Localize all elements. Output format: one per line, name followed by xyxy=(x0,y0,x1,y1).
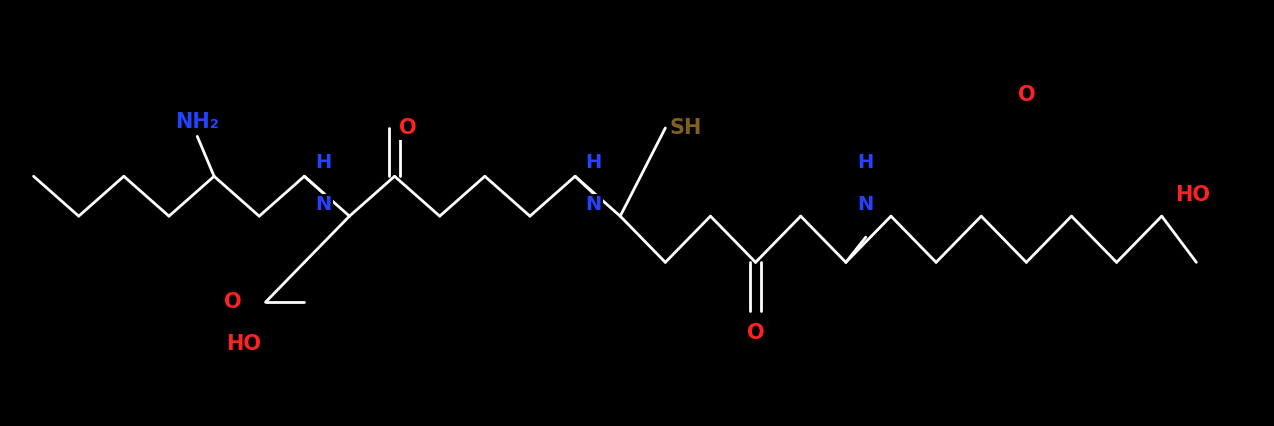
Text: SH: SH xyxy=(670,118,702,138)
Text: N: N xyxy=(315,195,331,214)
Text: O: O xyxy=(1018,85,1036,105)
Text: N: N xyxy=(585,195,601,214)
Text: NH₂: NH₂ xyxy=(176,112,219,132)
Text: O: O xyxy=(224,292,241,312)
Text: O: O xyxy=(399,118,417,138)
Text: N: N xyxy=(857,195,874,214)
Text: HO: HO xyxy=(1176,185,1210,205)
Text: H: H xyxy=(857,153,874,172)
Text: H: H xyxy=(315,153,331,172)
Text: H: H xyxy=(585,153,601,172)
Text: O: O xyxy=(747,323,764,343)
Text: HO: HO xyxy=(225,334,261,354)
